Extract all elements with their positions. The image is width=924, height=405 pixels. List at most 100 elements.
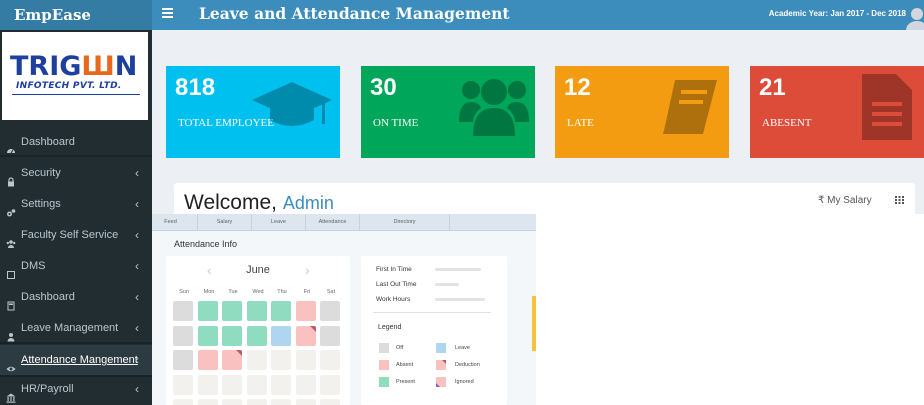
calendar-day-off[interactable] bbox=[320, 301, 340, 321]
graduation-cap-icon bbox=[252, 82, 332, 126]
calendar-day-deduction[interactable] bbox=[296, 326, 316, 346]
logo-wordmark: TRIGШN bbox=[10, 51, 138, 82]
calendar-day-blank[interactable] bbox=[198, 399, 218, 405]
calendar-day-blank[interactable] bbox=[320, 350, 340, 370]
calendar-day-blank[interactable] bbox=[271, 399, 291, 405]
stat-value: 21 bbox=[759, 74, 786, 101]
weekday-label: Wed bbox=[252, 289, 264, 295]
users-icon bbox=[6, 231, 16, 248]
chevron-left-icon: ‹ bbox=[135, 321, 139, 335]
sidebar-item-dashboard[interactable]: Dashboard bbox=[0, 127, 152, 158]
sidebar-item-faculty-self-service[interactable]: Faculty Self Service ‹ bbox=[0, 220, 152, 251]
user-avatar-icon[interactable] bbox=[906, 6, 924, 30]
sidebar-item-label: Dashboard bbox=[21, 291, 75, 303]
sidebar-item-settings[interactable]: Settings ‹ bbox=[0, 189, 152, 220]
legend-label-off: Off bbox=[396, 345, 404, 351]
calendar-day-blank[interactable] bbox=[320, 375, 340, 395]
ignored-marker bbox=[236, 350, 242, 356]
calendar-day-blank[interactable] bbox=[296, 399, 316, 405]
chevron-left-icon: ‹ bbox=[135, 290, 139, 304]
legend-label-ignored: Ignored bbox=[455, 379, 474, 385]
calendar-day-blank[interactable] bbox=[173, 399, 193, 405]
calendar-day-blank[interactable] bbox=[271, 350, 291, 370]
calendar-day-present[interactable] bbox=[198, 301, 218, 321]
calendar-day-off[interactable] bbox=[173, 301, 193, 321]
stat-label: TOTAL EMPLOYEE bbox=[178, 117, 274, 129]
calendar-day-present[interactable] bbox=[271, 301, 291, 321]
legend-swatch-absent bbox=[379, 360, 389, 370]
calendar-day-blank[interactable] bbox=[222, 375, 242, 395]
calendar-day-deduction[interactable] bbox=[198, 350, 218, 370]
sidebar-item-label: Leave Management bbox=[21, 322, 119, 334]
lock-icon bbox=[6, 169, 16, 186]
stat-box-late[interactable]: 12 LATE bbox=[555, 66, 729, 158]
calendar-day-blank[interactable] bbox=[247, 375, 267, 395]
my-salary-link[interactable]: ₹ My Salary bbox=[818, 195, 872, 206]
calendar-day-off[interactable] bbox=[320, 326, 340, 346]
calendar-day-blank[interactable] bbox=[222, 399, 242, 405]
calendar-day-blank[interactable] bbox=[296, 350, 316, 370]
last-out-value-placeholder bbox=[435, 283, 459, 286]
sidebar-item-label: Settings bbox=[21, 198, 61, 210]
first-in-label: First In Time bbox=[376, 266, 412, 273]
folder-icon bbox=[6, 262, 16, 279]
eye-icon bbox=[6, 356, 16, 371]
dashboard-icon bbox=[6, 138, 16, 153]
grid-menu-icon[interactable] bbox=[895, 196, 904, 204]
scroll-indicator bbox=[532, 296, 536, 351]
calendar-day-present[interactable] bbox=[247, 301, 267, 321]
calendar-day-blank[interactable] bbox=[247, 399, 267, 405]
ignored-marker bbox=[310, 326, 316, 332]
legend-swatch-leave bbox=[436, 343, 446, 353]
stat-box-absent[interactable]: 21 ABESENT bbox=[750, 66, 924, 158]
calendar-month: June bbox=[246, 264, 270, 276]
sidebar-item-label: Faculty Self Service bbox=[21, 229, 119, 241]
calendar-day-present[interactable] bbox=[198, 326, 218, 346]
hamburger-menu-icon[interactable] bbox=[162, 8, 173, 18]
gears-icon bbox=[6, 200, 16, 216]
last-out-label: Last Out Time bbox=[376, 281, 417, 288]
brand-name[interactable]: EmpEase bbox=[0, 0, 152, 30]
calendar-day-blank[interactable] bbox=[173, 375, 193, 395]
sidebar-item-dashboard-2[interactable]: Dashboard ‹ bbox=[0, 282, 152, 313]
legend-swatch-present bbox=[379, 377, 389, 387]
weekday-label: Fri bbox=[303, 289, 311, 295]
chevron-left-icon: ‹ bbox=[135, 197, 139, 211]
calendar-day-blank[interactable] bbox=[198, 375, 218, 395]
sidebar-item-leave-management[interactable]: Leave Management ‹ bbox=[0, 313, 152, 344]
sidebar-item-hr-payroll[interactable]: HR/Payroll ‹ bbox=[0, 374, 152, 405]
sidebar-item-security[interactable]: Security ‹ bbox=[0, 158, 152, 189]
company-logo: TRIGШN INFOTECH PVT. LTD. bbox=[2, 32, 148, 120]
sidebar-item-dms[interactable]: DMS ‹ bbox=[0, 251, 152, 282]
calendar-day-blank[interactable] bbox=[320, 399, 340, 405]
first-in-value-placeholder bbox=[435, 268, 481, 271]
calendar-day-present[interactable] bbox=[222, 301, 242, 321]
stat-box-on-time[interactable]: 30 ON TIME bbox=[361, 66, 535, 158]
calendar-day-off[interactable] bbox=[173, 326, 193, 346]
chevron-right-icon: › bbox=[305, 262, 310, 278]
stat-value: 30 bbox=[370, 74, 397, 101]
legend-label-absent: Absent bbox=[396, 362, 414, 368]
calendar-day-blank[interactable] bbox=[247, 350, 267, 370]
calendar-day-present[interactable] bbox=[222, 326, 242, 346]
legend-swatch-off bbox=[379, 343, 389, 353]
logo-underline bbox=[12, 94, 140, 95]
calendar-day-deduction[interactable] bbox=[296, 301, 316, 321]
weekday-label: Thu bbox=[277, 289, 287, 295]
calendar-day-blank[interactable] bbox=[296, 375, 316, 395]
calendar-day-off[interactable] bbox=[173, 350, 193, 370]
stat-box-total-employee[interactable]: 818 TOTAL EMPLOYEE bbox=[166, 66, 340, 158]
calendar-day-present[interactable] bbox=[247, 326, 267, 346]
weekday-label: Sat bbox=[326, 289, 336, 295]
preview-tab-directory: Directory bbox=[360, 214, 450, 231]
calendar-day-blank[interactable] bbox=[271, 375, 291, 395]
preview-tab-salary: Salary bbox=[198, 214, 252, 231]
menu-divider bbox=[0, 375, 152, 377]
sidebar-item-attendance-management[interactable]: Attendance Mangement ‹ bbox=[0, 345, 152, 376]
calendar-day-leave[interactable] bbox=[271, 326, 291, 346]
weekday-label: Mon bbox=[203, 289, 215, 295]
calendar-day-deduction[interactable] bbox=[222, 350, 242, 370]
menu-divider bbox=[0, 342, 152, 344]
users-group-icon bbox=[459, 79, 529, 136]
